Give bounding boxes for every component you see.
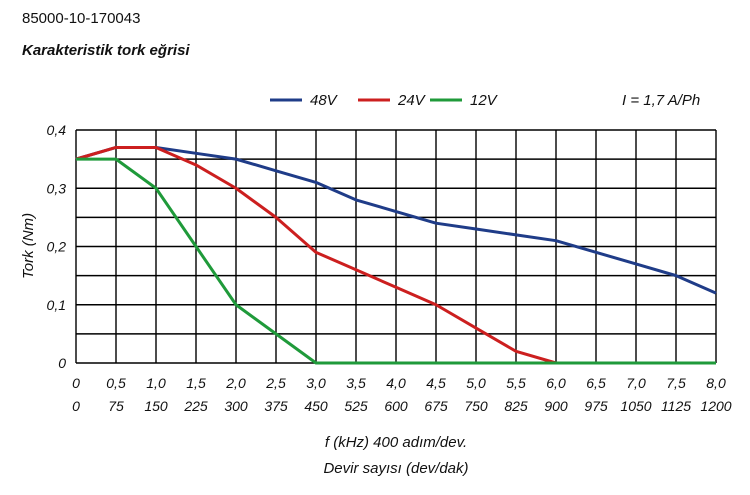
chart-title: Karakteristik tork eğrisi [22, 42, 190, 59]
x-tick-label: 3,0 [306, 375, 326, 391]
x-tick-label: 6,5 [586, 375, 606, 391]
x-axis-title: f (kHz) 400 adım/dev. [325, 434, 467, 451]
legend-label: 48V [310, 92, 339, 109]
x-tick-label-rpm: 750 [464, 398, 488, 414]
x-tick-label-rpm: 675 [424, 398, 448, 414]
current-note: I = 1,7 A/Ph [622, 92, 700, 109]
grid [75, 129, 717, 364]
x-tick-label-rpm: 150 [144, 398, 168, 414]
y-axis-title: Tork (Nm) [20, 213, 37, 279]
x-tick-label: 7,5 [666, 375, 686, 391]
y-tick-label: 0,1 [47, 297, 66, 313]
x-tick-label-rpm: 300 [224, 398, 248, 414]
legend-label: 12V [470, 92, 499, 109]
x-tick-label: 1,0 [146, 375, 166, 391]
x-tick-label: 5,5 [506, 375, 526, 391]
x-tick-label: 3,5 [346, 375, 366, 391]
legend: 48V 24V 12V [270, 92, 499, 109]
x-tick-label: 4,0 [386, 375, 406, 391]
part-number: 85000-10-170043 [22, 10, 141, 27]
series-line-24V [75, 145, 716, 365]
x-tick-label-rpm: 75 [108, 398, 124, 414]
x-tick-label-rpm: 1050 [620, 398, 651, 414]
x-axis-title-rpm: Devir sayısı (dev/dak) [323, 460, 468, 477]
x-tick-label-rpm: 600 [384, 398, 408, 414]
x-tick-label-rpm: 1200 [700, 398, 731, 414]
series-line-12V [76, 157, 716, 365]
x-tick-label-rpm: 375 [264, 398, 288, 414]
y-tick-label: 0,4 [47, 122, 67, 138]
legend-label: 24V [397, 92, 427, 109]
x-tick-label-rpm: 450 [304, 398, 328, 414]
y-tick-label: 0 [58, 355, 66, 371]
y-tick-label: 0,2 [47, 239, 67, 255]
x-tick-label-rpm: 975 [584, 398, 608, 414]
y-tick-labels: 0 0,1 0,2 0,3 0,4 [47, 122, 67, 371]
x-tick-label: 4,5 [426, 375, 446, 391]
x-tick-label: 5,0 [466, 375, 486, 391]
legend-item-12V: 12V [430, 92, 499, 109]
x-tick-label: 6,0 [546, 375, 566, 391]
x-tick-label-rpm: 525 [344, 398, 368, 414]
x-tick-label: 7,0 [626, 375, 646, 391]
x-tick-label-rpm: 225 [183, 398, 208, 414]
legend-item-24V: 24V [358, 92, 427, 109]
x-tick-labels: 0 0,5 1,0 1,5 2,0 2,5 3,0 3,5 4,0 4,5 5,0 5,5 6,0 6,5… [72, 375, 726, 391]
series-line-48V [75, 145, 717, 295]
x-tick-label-rpm: 825 [504, 398, 528, 414]
y-tick-label: 0,3 [47, 180, 67, 196]
x-tick-label: 2,5 [265, 375, 286, 391]
x-tick-label-rpm: 900 [544, 398, 568, 414]
x-tick-label: 0,5 [106, 375, 126, 391]
legend-item-48V: 48V [270, 92, 339, 109]
x-tick-label: 0 [72, 375, 80, 391]
x-tick-label-rpm: 0 [72, 398, 80, 414]
x-tick-labels-rpm: 0 75 150 225 300 375 450 525 600 675 750 825 900 975 1… [72, 398, 732, 414]
x-tick-label: 2,0 [225, 375, 246, 391]
x-tick-label-rpm: 1125 [661, 398, 691, 414]
series-layer [75, 145, 717, 365]
x-tick-label: 8,0 [706, 375, 726, 391]
x-tick-label: 1,5 [186, 375, 206, 391]
